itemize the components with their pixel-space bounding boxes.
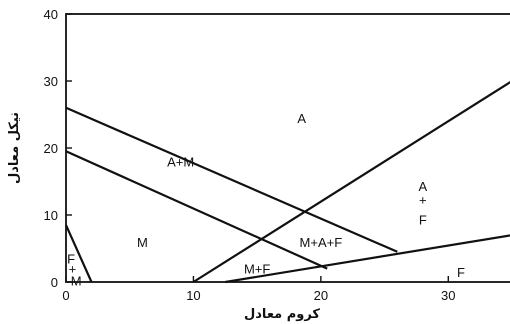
region-labels: AA+MM M+A+FM+FA+FFF+M [67,111,465,289]
x-tick-label: 20 [314,288,328,303]
x-axis-title: کروم معادل [244,307,320,322]
x-tick-label: 0 [62,288,69,303]
region-label: M [71,274,82,289]
y-axis-title: نیکل معادل [7,112,22,184]
phase-boundary-line [64,224,93,283]
y-tick-label: 0 [51,275,58,290]
y-tick-label: 40 [44,7,58,22]
phase-boundaries [64,80,510,284]
y-tick-label: 30 [44,74,58,89]
y-tick-label: 20 [44,141,58,156]
region-label: F [457,265,465,280]
x-tick-label: 10 [186,288,200,303]
region-label: M [137,235,148,250]
y-tick-label: 10 [44,208,58,223]
region-label: A [297,111,306,126]
region-label: F [67,252,75,267]
axis-ticks: 0 10 20 30 0 10 20 30 40 [44,7,456,303]
phase-boundary-line [65,150,328,270]
region-label: + [419,193,427,208]
phase-boundary-line [192,80,510,283]
region-label: M+F [244,262,270,277]
x-tick-label: 30 [441,288,455,303]
region-label: A [418,179,427,194]
region-label: F [419,213,427,228]
region-label: A+M [167,154,194,169]
phase-boundary-line [65,106,398,253]
phase-boundary-line [225,234,510,284]
plot-frame [65,13,510,283]
region-label: + [69,262,77,277]
region-label: M+A+F [300,235,343,250]
